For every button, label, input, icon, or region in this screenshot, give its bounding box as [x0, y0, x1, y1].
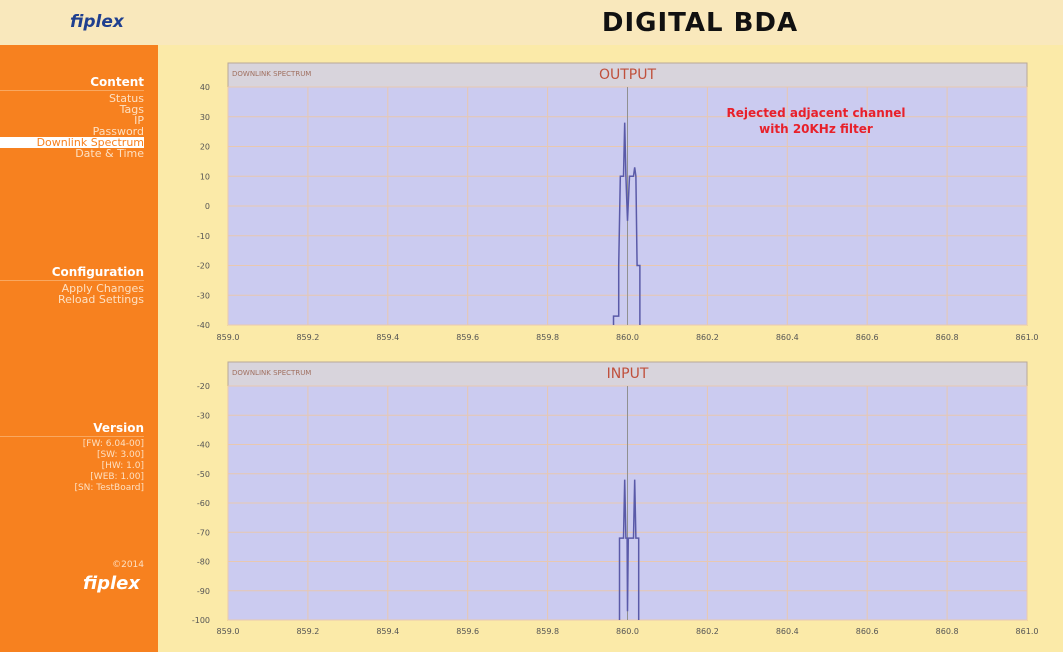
menu-item[interactable]: Password: [92, 125, 144, 138]
y-tick-label: 0: [205, 202, 210, 211]
x-tick-label: 860.4: [776, 627, 799, 636]
version-line: [HW: 1.0]: [101, 461, 144, 471]
annotation: Rejected adjacent channel: [726, 106, 905, 120]
y-tick-label: -20: [197, 262, 210, 271]
x-tick-label: 860.0: [616, 627, 639, 636]
charts: DOWNLINK SPECTRUM OUTPUT 40 30 20 10 0 -10 -20 -3…: [192, 62, 1039, 636]
x-tick-label: 859.4: [376, 627, 399, 636]
x-tick-label: 859.6: [456, 333, 479, 342]
logo: fiplex: [82, 573, 140, 594]
x-tick-label: 860.6: [856, 333, 879, 342]
y-tick-label: -10: [197, 232, 210, 241]
chart-header: [227, 62, 1028, 88]
spectrum-line: [618, 479, 640, 620]
y-tick-label: -30: [197, 411, 210, 420]
sidebar: ©2014 fiplex Content Status Tags IP Password…: [0, 45, 158, 652]
y-tick-label: -80: [197, 558, 210, 567]
spectrum-line: [612, 122, 641, 325]
top-bar: fiplex DIGITAL BDA: [0, 0, 1063, 45]
y-tick-label: 10: [200, 172, 210, 181]
menu-section: Version [FW: 6.04-00] [SW: 3.00] [HW: 1.0][…: [0, 421, 144, 494]
x-tick-label: 859.4: [376, 333, 399, 342]
section-title: Content: [0, 75, 144, 91]
y-tick-label: -70: [197, 528, 210, 537]
x-tick-label: 860.4: [776, 333, 799, 342]
x-tick-label: 859.8: [536, 333, 559, 342]
menu-section: Content Status Tags IP Password Downlink Spec…: [0, 75, 144, 159]
logo: fiplex: [70, 12, 124, 32]
annotation: with 20KHz filter: [759, 122, 873, 136]
section-title: Configuration: [0, 265, 144, 281]
menu-item[interactable]: Reload Settings: [57, 293, 144, 306]
x-tick-label: 859.2: [296, 627, 319, 636]
menu-item[interactable]: IP: [134, 114, 144, 127]
copyright: ©2014: [112, 560, 144, 570]
x-tick-label: 859.2: [296, 333, 319, 342]
y-tick-label: 40: [200, 83, 210, 92]
menu-item[interactable]: Downlink Spectrum: [0, 137, 144, 148]
x-tick-label: 861.0: [1016, 627, 1039, 636]
menu-item[interactable]: Status: [108, 92, 144, 105]
x-tick-label: 860.8: [936, 333, 959, 342]
version-line: [WEB: 1.00]: [90, 472, 144, 482]
y-tick-label: -90: [197, 587, 210, 596]
x-tick-label: 860.2: [696, 333, 719, 342]
menu-section: Configuration Apply Changes Reload Setting…: [0, 265, 144, 305]
menu-item[interactable]: Date & Time: [75, 147, 144, 160]
x-tick-label: 861.0: [1016, 333, 1039, 342]
y-tick-label: -50: [197, 470, 210, 479]
x-tick-label: 859.6: [456, 627, 479, 636]
version-line: [FW: 6.04-00]: [82, 439, 144, 449]
chart-title: OUTPUT: [599, 67, 657, 83]
version-line: [SW: 3.00]: [96, 450, 144, 460]
x-tick-label: 860.0: [616, 333, 639, 342]
x-tick-label: 859.8: [536, 627, 559, 636]
version-line: [SN: TestBoard]: [74, 483, 144, 493]
menu-item[interactable]: Apply Changes: [61, 282, 144, 295]
y-tick-label: 20: [200, 143, 210, 152]
chart-subheader: DOWNLINK SPECTRUM: [232, 70, 311, 78]
x-tick-label: 859.0: [217, 627, 240, 636]
x-tick-label: 860.6: [856, 627, 879, 636]
y-tick-label: 30: [200, 113, 210, 122]
x-tick-label: 860.2: [696, 627, 719, 636]
x-tick-label: 860.8: [936, 627, 959, 636]
page-title: DIGITAL BDA: [601, 8, 799, 38]
chart-title: INPUT: [607, 366, 649, 382]
x-tick-label: 859.0: [217, 333, 240, 342]
y-tick-label: -20: [197, 382, 210, 391]
y-tick-label: -100: [192, 616, 210, 625]
y-tick-label: -40: [197, 441, 210, 450]
chart-subheader: DOWNLINK SPECTRUM: [232, 369, 311, 377]
y-tick-label: -40: [197, 321, 210, 330]
menu-item[interactable]: Tags: [119, 103, 144, 116]
section-title: Version: [0, 421, 144, 437]
y-tick-label: -60: [197, 499, 210, 508]
y-tick-label: -30: [197, 291, 210, 300]
